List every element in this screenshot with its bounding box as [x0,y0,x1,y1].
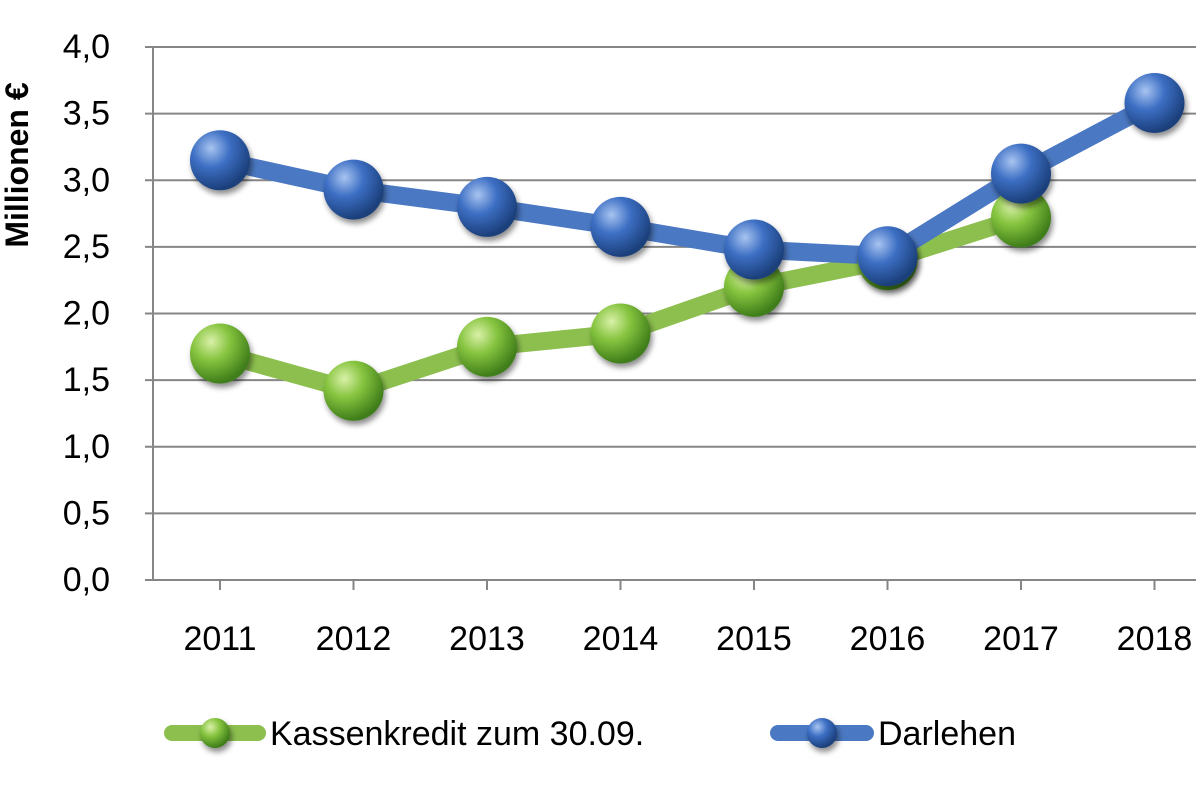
y-tick-label: 3,5 [63,95,110,133]
y-tick-label: 4,0 [63,28,110,66]
x-tick-label: 2016 [850,620,926,658]
x-tick-label: 2017 [983,620,1059,658]
axes [152,47,1156,590]
data-point [323,159,384,220]
x-tick-label: 2015 [716,620,792,658]
x-tick-label: 2012 [316,620,392,658]
data-point [457,176,517,237]
data-point [190,323,250,384]
x-tick-label: 2011 [183,620,256,658]
legend-marker [200,718,230,748]
y-tick-label: 0,5 [63,494,110,532]
y-tick-label: 1,0 [63,428,110,466]
data-point [590,303,651,364]
data-point [457,316,517,377]
x-tick-label: 2013 [449,620,525,658]
x-tick-label: 2018 [1117,620,1193,658]
legend-item: Kassenkredit zum 30.09. [164,715,644,753]
legend-label: Kassenkredit zum 30.09. [270,715,644,753]
y-tick-label: 0,0 [63,561,110,599]
y-tick-label: 1,5 [63,361,110,399]
y-tick-label: 2,5 [63,228,110,266]
data-point [323,360,384,421]
x-tick-label: 2014 [583,620,659,658]
data-point [991,143,1051,204]
legend-marker [807,718,837,748]
data-point [991,187,1051,248]
data-point [724,219,784,280]
data-point [590,196,651,257]
data-point [190,130,250,191]
legend: Kassenkredit zum 30.09. Darlehen [164,715,1016,753]
y-axis-label: Millionen € [0,82,35,248]
series-markers [190,72,1185,421]
legend-item: Darlehen [770,715,1016,753]
legend-label: Darlehen [878,715,1016,753]
y-tick-label: 2,0 [63,295,110,333]
data-point [1124,72,1185,133]
data-point [857,226,918,287]
x-axis-tick-labels: 2011 2012 2013 2014 2015 2016 2017 2018 [183,620,1192,658]
y-axis-tick-labels: 0,0 0,5 1,0 1,5 2,0 2,5 3,0 3,5 4,0 [63,28,110,599]
y-tick-label: 3,0 [63,161,110,199]
